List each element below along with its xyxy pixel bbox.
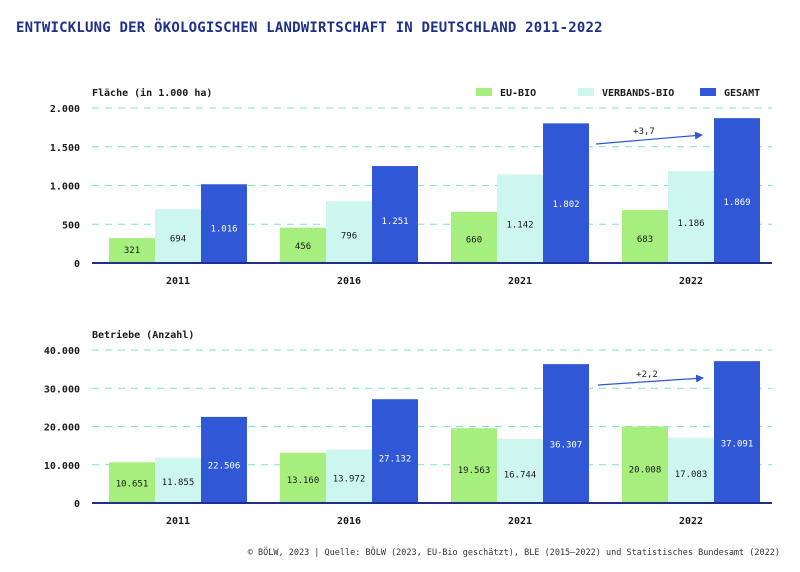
data-label: 1.251 — [381, 217, 408, 227]
y-tick-label: 1.000 — [50, 182, 80, 193]
legend: EU-BIO VERBANDS-BIO GESAMT — [476, 88, 760, 99]
bar-verbands-bio — [155, 209, 201, 263]
bar-gesamt — [714, 118, 760, 263]
bar-gesamt — [372, 399, 418, 503]
bar-gesamt — [543, 123, 589, 263]
y-axis-label: Betriebe (Anzahl) — [92, 329, 194, 341]
x-tick-label: 2016 — [337, 276, 361, 287]
data-label: 13.160 — [287, 476, 320, 486]
bar-eu-bio — [451, 211, 497, 263]
data-label: 321 — [124, 246, 140, 256]
y-tick-label: 2.000 — [50, 104, 80, 115]
data-label: 11.855 — [162, 478, 195, 488]
bar-gesamt — [372, 166, 418, 263]
data-label: 683 — [637, 235, 653, 245]
y-tick-label: 1.500 — [50, 143, 80, 154]
bar-eu-bio — [109, 238, 155, 263]
data-label: 1.016 — [210, 225, 237, 235]
data-label: 16.744 — [504, 470, 537, 480]
y-axis-label: Fläche (in 1.000 ha) — [92, 87, 212, 99]
data-label: 37.091 — [721, 439, 754, 449]
data-label: 36.307 — [550, 440, 583, 450]
x-tick-label: 2016 — [337, 516, 361, 527]
bar-gesamt — [201, 416, 247, 503]
bar-gesamt — [714, 361, 760, 503]
y-tick-label: 10.000 — [44, 461, 80, 472]
bar-verbands-bio — [155, 457, 201, 503]
trend-arrow — [597, 374, 704, 386]
page-title: ENTWICKLUNG DER ÖKOLOGISCHEN LANDWIRTSCH… — [16, 20, 603, 36]
source-footer: © BÖLW, 2023 | Quelle: BÖLW (2023, EU-Bi… — [247, 548, 780, 558]
x-tick-label: 2021 — [508, 516, 532, 527]
x-tick-label: 2021 — [508, 276, 532, 287]
bar-gesamt — [543, 364, 589, 503]
legend-swatch — [476, 88, 492, 96]
data-label: 1.802 — [552, 200, 579, 210]
data-label: 796 — [341, 231, 357, 241]
data-label: 22.506 — [208, 462, 241, 472]
bar-verbands-bio — [326, 449, 372, 503]
bar-eu-bio — [622, 426, 668, 503]
data-label: 456 — [295, 242, 311, 252]
y-tick-label: 0 — [74, 259, 80, 270]
x-tick-label: 2011 — [166, 516, 190, 527]
bar-eu-bio — [622, 210, 668, 263]
bar-verbands-bio — [326, 201, 372, 263]
trend-annotation: +2,2 — [636, 370, 658, 380]
y-tick-label: 40.000 — [44, 346, 80, 357]
legend-label: EU-BIO — [500, 88, 536, 99]
legend-swatch — [700, 88, 716, 96]
chart-1: Fläche (in 1.000 ha) 0 500 1.000 1.500 2.000 3… — [50, 87, 772, 287]
y-tick-label: 30.000 — [44, 384, 80, 395]
y-tick-label: 0 — [74, 499, 80, 510]
bar-verbands-bio — [668, 437, 714, 503]
data-label: 17.083 — [675, 470, 708, 480]
bar-verbands-bio — [668, 171, 714, 263]
data-label: 660 — [466, 236, 482, 246]
data-label: 1.869 — [723, 198, 750, 208]
bar-eu-bio — [280, 452, 326, 503]
data-label: 10.651 — [116, 480, 149, 490]
x-tick-label: 2022 — [679, 516, 703, 527]
data-label: 27.132 — [379, 454, 412, 464]
chart-2: Betriebe (Anzahl) 0 10.000 20.000 30.000 40.0… — [44, 329, 772, 527]
data-label: 694 — [170, 234, 186, 244]
data-label: 1.186 — [677, 219, 704, 229]
trend-arrow — [595, 131, 703, 145]
y-tick-label: 500 — [62, 220, 80, 231]
bar-verbands-bio — [497, 174, 543, 263]
bar-gesamt — [201, 184, 247, 263]
data-label: 20.008 — [629, 465, 662, 475]
x-tick-label: 2011 — [166, 276, 190, 287]
data-label: 19.563 — [458, 466, 491, 476]
bar-verbands-bio — [497, 438, 543, 503]
trend-annotation: +3,7 — [633, 127, 655, 137]
data-label: 13.972 — [333, 475, 366, 485]
bar-eu-bio — [280, 227, 326, 263]
bar-eu-bio — [451, 428, 497, 503]
y-tick-label: 20.000 — [44, 423, 80, 434]
bar-eu-bio — [109, 462, 155, 503]
legend-swatch — [578, 88, 594, 96]
legend-label: GESAMT — [724, 88, 760, 99]
x-tick-label: 2022 — [679, 276, 703, 287]
legend-label: VERBANDS-BIO — [602, 88, 674, 99]
data-label: 1.142 — [506, 221, 533, 231]
